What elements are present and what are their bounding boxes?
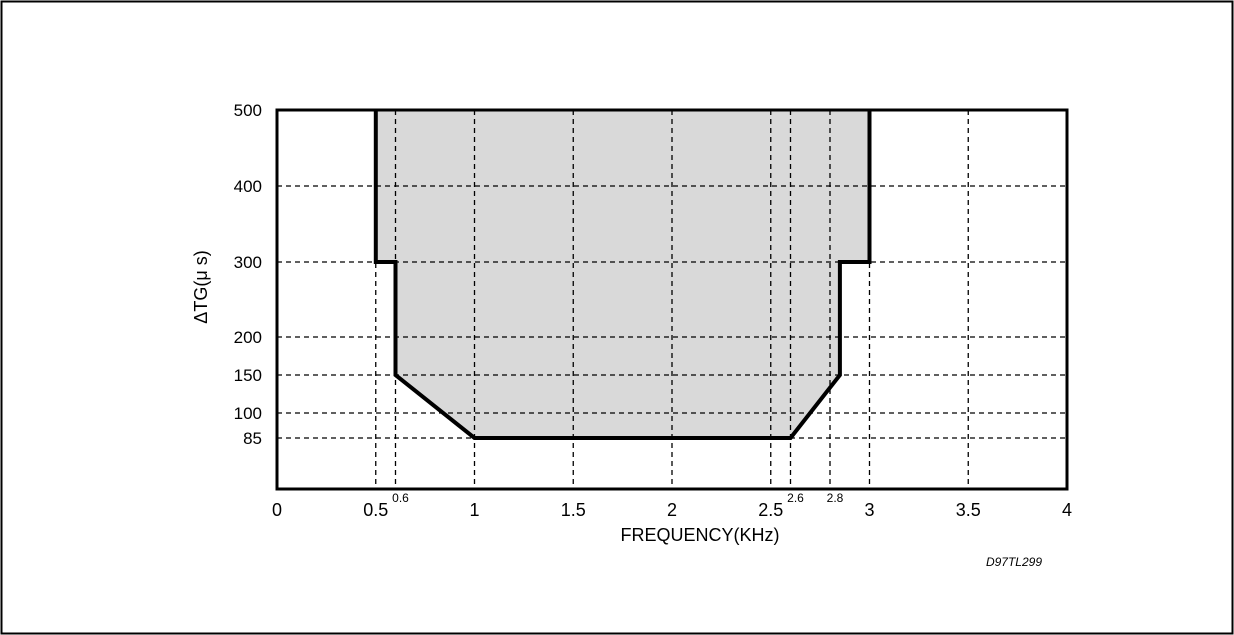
x-tick-label: 1: [469, 500, 479, 520]
y-tick-label: 85: [243, 429, 262, 448]
figure-code: D97TL299: [986, 555, 1042, 569]
mask-shaded-region: [375, 110, 870, 438]
x-tick-label: 1.5: [561, 500, 586, 520]
x-minor-tick-label: 2.6: [787, 491, 804, 505]
x-minor-tick-label: 2.8: [827, 491, 844, 505]
x-minor-tick-label: 0.6: [392, 491, 409, 505]
axis-labels: FREQUENCY(KHz) ΔTG(μ s) D97TL299: [191, 250, 1042, 569]
x-tick-label: 4: [1062, 500, 1072, 520]
x-tick-label: 3: [864, 500, 874, 520]
y-tick-label: 150: [234, 366, 262, 385]
x-tick-label: 2: [667, 500, 677, 520]
x-tick-label: 3.5: [956, 500, 981, 520]
y-axis-label: ΔTG(μ s): [191, 250, 211, 323]
plot-frame: [275, 108, 1069, 491]
y-tick-label: 500: [234, 101, 262, 120]
y-tick-label: 100: [234, 404, 262, 423]
y-tick-label: 400: [234, 177, 262, 196]
x-tick-label: 0.5: [363, 500, 388, 520]
x-tick-label: 0: [272, 500, 282, 520]
x-tick-label: 2.5: [758, 500, 783, 520]
mask-boundary-line: [373, 110, 872, 440]
x-axis-label: FREQUENCY(KHz): [620, 525, 779, 545]
y-tick-label: 200: [234, 328, 262, 347]
plot-area: 85 100 150 200 300 400 500 0 0.5 1 1.5 2 2.5 3 3.5 4 0.6…: [234, 101, 1072, 520]
y-tick-label: 300: [234, 253, 262, 272]
